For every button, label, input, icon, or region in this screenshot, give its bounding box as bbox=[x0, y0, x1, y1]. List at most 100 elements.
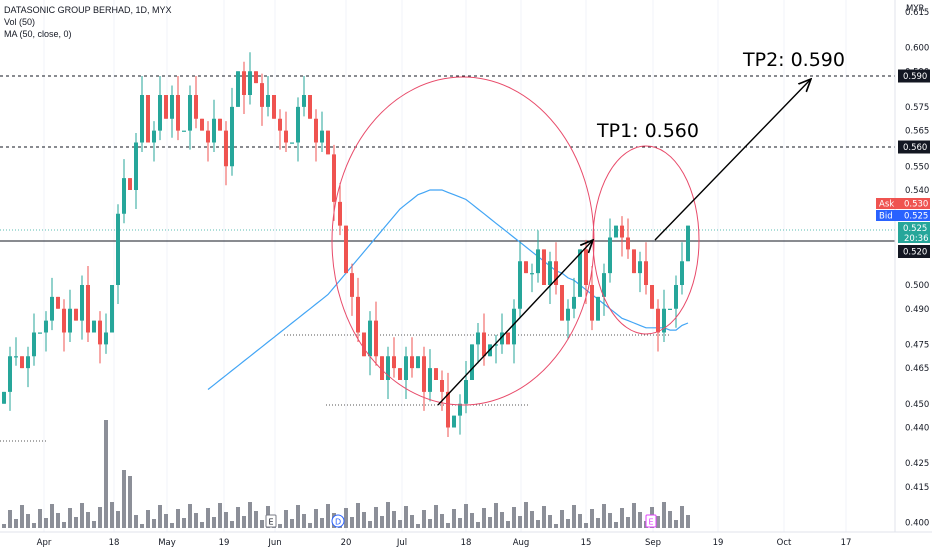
ask-value: 0.530 bbox=[904, 200, 928, 210]
volume-bar bbox=[530, 511, 534, 528]
candle-body bbox=[374, 320, 378, 357]
candle-body bbox=[134, 142, 138, 190]
candle-body bbox=[482, 332, 486, 357]
candle-body bbox=[14, 356, 18, 358]
candle-body bbox=[650, 285, 654, 309]
candle-body bbox=[314, 118, 318, 143]
volume-bar bbox=[158, 505, 162, 528]
x-tick-label: Aug bbox=[513, 538, 530, 548]
volume-bar bbox=[464, 504, 468, 528]
volume-bar bbox=[638, 512, 642, 528]
volume-bar bbox=[632, 503, 636, 528]
x-tick-label: Jul bbox=[396, 538, 407, 548]
candle-body bbox=[620, 225, 624, 238]
candle-body bbox=[164, 95, 168, 119]
candle-body bbox=[518, 261, 522, 309]
candle-body bbox=[122, 178, 126, 214]
candle-body bbox=[464, 380, 468, 404]
candle-body bbox=[680, 261, 684, 285]
y-tick-label: 0.500 bbox=[905, 281, 929, 291]
volume-bar bbox=[488, 517, 492, 528]
candle-body bbox=[248, 71, 252, 95]
x-tick-label: May bbox=[158, 538, 176, 548]
candle-body bbox=[632, 249, 636, 274]
volume-bar bbox=[296, 505, 300, 528]
volume-bar bbox=[194, 513, 198, 528]
candle-body bbox=[674, 285, 678, 309]
volume-bar bbox=[626, 517, 630, 528]
volume-bar bbox=[470, 513, 474, 528]
volume-bar bbox=[146, 510, 150, 528]
candle-body bbox=[260, 83, 264, 107]
trend-arrow-2 bbox=[654, 80, 810, 241]
volume-bar bbox=[302, 514, 306, 528]
candle-body bbox=[356, 296, 360, 333]
candle-body bbox=[140, 95, 144, 143]
y-tick-label: 0.565 bbox=[905, 127, 929, 137]
candle-body bbox=[68, 308, 72, 333]
volume-bar bbox=[404, 506, 408, 528]
candle-body bbox=[668, 308, 672, 310]
y-tick-label: 0.400 bbox=[905, 519, 929, 529]
volume-bar bbox=[92, 521, 96, 528]
volume-bar bbox=[290, 519, 294, 528]
volume-bar bbox=[230, 521, 234, 528]
volume-bar bbox=[134, 515, 138, 528]
volume-bar bbox=[260, 520, 264, 528]
candle-body bbox=[308, 95, 312, 119]
candle-body bbox=[398, 368, 402, 380]
candle-body bbox=[386, 356, 390, 380]
volume-bar bbox=[248, 502, 252, 528]
event-markers: E D E bbox=[265, 514, 657, 528]
candle-body bbox=[188, 95, 192, 131]
volume-bar bbox=[44, 518, 48, 528]
volume-bar bbox=[14, 519, 18, 528]
candle-body bbox=[338, 201, 342, 226]
candle-body bbox=[20, 356, 24, 369]
x-tick-label: 19 bbox=[713, 538, 724, 548]
y-tick-label: 0.550 bbox=[905, 162, 929, 172]
volume-bar bbox=[350, 517, 354, 528]
ma-indicator-label[interactable]: MA (50, close, 0) bbox=[4, 29, 72, 39]
candle-body bbox=[638, 261, 642, 274]
volume-bar bbox=[518, 516, 522, 528]
candle-body bbox=[512, 308, 516, 345]
candle-body bbox=[98, 320, 102, 345]
volume-bar bbox=[206, 508, 210, 528]
candle-body bbox=[50, 296, 54, 321]
candle-body bbox=[608, 237, 612, 274]
volume-bar bbox=[170, 523, 174, 528]
candle-body bbox=[110, 285, 114, 333]
volume-bar bbox=[116, 511, 120, 528]
symbol-title[interactable]: DATASONIC GROUP BERHAD, 1D, MYX bbox=[4, 5, 172, 15]
candle-body bbox=[686, 225, 690, 262]
x-tick-label: 20 bbox=[341, 538, 352, 548]
candle-body bbox=[344, 225, 348, 274]
candle-body bbox=[542, 249, 546, 285]
candle-body bbox=[230, 106, 234, 167]
x-tick-label: 18 bbox=[461, 538, 472, 548]
candle-body bbox=[440, 380, 444, 392]
volume-bar bbox=[668, 511, 672, 528]
candle-body bbox=[452, 415, 456, 428]
volume-bar bbox=[320, 518, 324, 528]
candle-body bbox=[644, 261, 648, 285]
candle-body bbox=[8, 356, 12, 392]
volume-bar bbox=[62, 522, 66, 528]
candle-body bbox=[530, 273, 534, 275]
chart-grid bbox=[43, 0, 847, 532]
volume-indicator-label[interactable]: Vol (50) bbox=[4, 17, 36, 27]
candle-body bbox=[458, 403, 462, 416]
volume-bar bbox=[662, 502, 666, 528]
earnings-marker-2: E bbox=[649, 518, 654, 527]
volume-bar bbox=[536, 520, 540, 528]
time-axis[interactable]: Apr 18 May 19 Jun 20 Jul 18 Aug 15 Sep 19 Oct 17 bbox=[0, 531, 932, 548]
volume-bar bbox=[32, 523, 36, 528]
bar-countdown: 20:36 bbox=[904, 234, 929, 244]
volume-bar bbox=[2, 524, 6, 528]
candle-body bbox=[26, 356, 30, 369]
candle-body bbox=[56, 296, 60, 309]
candle-body bbox=[434, 368, 438, 380]
volume-bar bbox=[242, 516, 246, 528]
